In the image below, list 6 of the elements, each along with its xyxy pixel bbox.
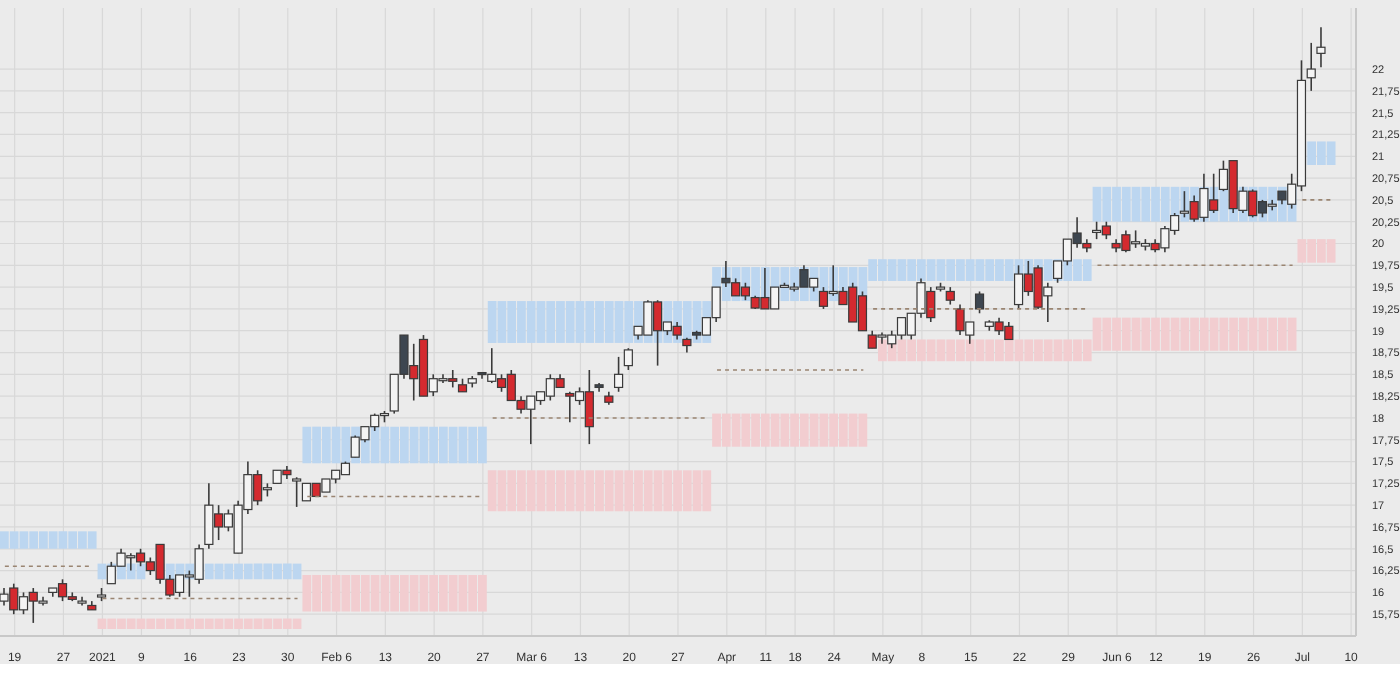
candlestick [974, 290, 985, 315]
candlestick [623, 347, 633, 371]
candlestick [292, 476, 302, 508]
candlestick [1316, 26, 1326, 69]
candlestick [613, 356, 624, 393]
candlestick [1306, 42, 1316, 92]
